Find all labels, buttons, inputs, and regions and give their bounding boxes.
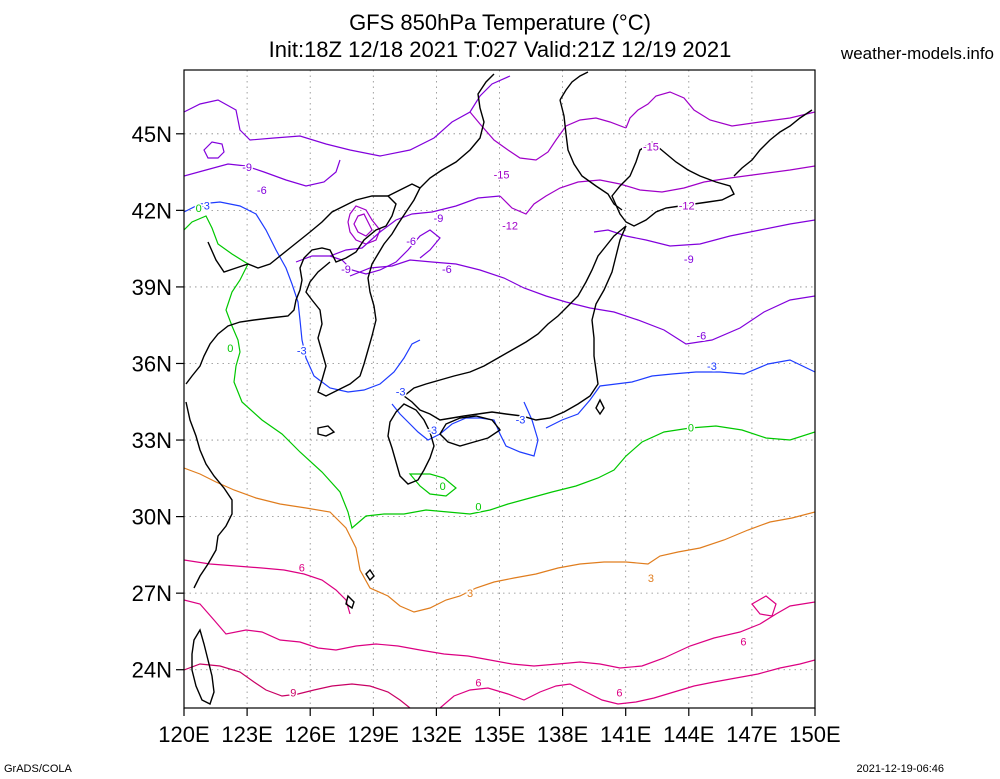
contour-label: -3 (707, 361, 717, 373)
lon-tick-label: 150E (789, 722, 840, 747)
contour-label: 0 (227, 343, 233, 355)
contour-label: -12 (679, 200, 695, 212)
contour-label: -6 (442, 264, 452, 276)
coast-korea (305, 183, 421, 397)
lat-tick-label: 30N (132, 505, 172, 530)
software-credit: GrADS/COLA (4, 763, 72, 775)
lon-tick-label: 126E (285, 722, 336, 747)
contour-zero-west (184, 215, 815, 530)
lon-tick-label: 141E (600, 722, 651, 747)
contour-label: 6 (299, 563, 305, 575)
lon-tick-label: 138E (537, 722, 588, 747)
coast-taiwan (191, 628, 215, 705)
contour-label: -9 (434, 213, 444, 225)
coast-china (185, 195, 397, 385)
contour-minus12-korea (347, 205, 381, 245)
contour-label: -9 (341, 264, 351, 276)
contour-plus6-east (751, 595, 777, 617)
contour-plus9 (184, 663, 411, 708)
render-timestamp: 2021-12-19-06:46 (856, 763, 944, 775)
contour-zero-kyushu (408, 473, 457, 497)
coast-amami (365, 568, 375, 582)
contour-label: -12 (502, 221, 518, 233)
contour-label: 6 (740, 637, 746, 649)
lon-tick-label: 135E (474, 722, 525, 747)
lat-tick-label: 27N (132, 581, 172, 606)
lat-tick-label: 36N (132, 351, 172, 376)
contour-label: 6 (616, 688, 622, 700)
temperature-contours (184, 75, 815, 708)
contour-label: 9 (290, 688, 296, 700)
axis-ticks: 45N 42N 39N 36N 33N 30N 27N 24N 120E 123E 126E 129E… (132, 122, 841, 747)
lat-tick-label: 24N (132, 658, 172, 683)
contour-minus9-north (184, 75, 511, 157)
contour-label: -6 (697, 330, 707, 342)
lon-tick-label: 129E (348, 722, 399, 747)
lon-tick-label: 144E (663, 722, 714, 747)
contour-minus6-north (184, 159, 341, 187)
contour-label: -9 (242, 162, 252, 174)
coast-sakhalin (559, 99, 623, 211)
contour-label: 0 (475, 501, 481, 513)
contour-minus9-east (593, 219, 815, 247)
lon-tick-label: 132E (411, 722, 462, 747)
contour-labels: -15 -15 -12 -12 -9 -9 -9 -9 -6 -6 -6 -6 -3 -3 -3 -3 -3 -3… (194, 140, 748, 701)
coast-russia (419, 73, 495, 189)
contour-label: 3 (648, 573, 654, 585)
coast-sakhalin-north (559, 71, 589, 101)
contour-minus9-mid (329, 195, 501, 257)
coast-izu (595, 398, 605, 416)
contour-minus3-east (545, 359, 815, 429)
lat-tick-label: 39N (132, 275, 172, 300)
coast-shikoku (439, 415, 502, 447)
contour-label: -3 (200, 200, 210, 212)
contour-minus15-west (469, 111, 627, 161)
contour-label: 0 (440, 481, 446, 493)
coast-hokkaido (611, 141, 735, 227)
lat-tick-label: 45N (132, 122, 172, 147)
lon-tick-label: 123E (221, 722, 272, 747)
map-title: GFS 850hPa Temperature (°C) (349, 10, 651, 35)
contour-label: -15 (494, 170, 510, 182)
contour-minus3-west (184, 201, 421, 393)
contour-label: -3 (427, 425, 437, 437)
contour-label: 0 (196, 203, 202, 215)
coast-jeju (317, 425, 336, 437)
lon-tick-label: 147E (726, 722, 777, 747)
coastlines (185, 71, 813, 705)
lat-tick-label: 42N (132, 198, 172, 223)
contour-minus6-mid (349, 259, 815, 345)
contour-label: -3 (297, 346, 307, 358)
contour-label: -6 (406, 236, 416, 248)
contour-minus3-kyushu (391, 401, 539, 457)
lat-tick-label: 33N (132, 428, 172, 453)
contour-label: 0 (688, 422, 694, 434)
contour-minus12-inner (353, 213, 373, 237)
contour-label: -9 (684, 254, 694, 266)
contour-label: -6 (257, 185, 267, 197)
contour-minus15 (625, 91, 815, 129)
coast-kurils (733, 109, 813, 177)
contour-minus12 (499, 165, 815, 215)
contour-plus6-south (184, 599, 815, 669)
contour-plus6-bottom (439, 659, 815, 708)
lat-lon-grid (184, 70, 815, 708)
contour-label: -3 (396, 387, 406, 399)
contour-minus9-loop (203, 141, 225, 159)
contour-label: -3 (516, 415, 526, 427)
contour-label: -15 (643, 142, 659, 154)
contour-plus6-west (184, 559, 351, 615)
coast-honshu (402, 225, 627, 421)
contour-label: 3 (467, 588, 473, 600)
contour-plus3 (184, 467, 815, 613)
coast-okinawa (345, 594, 355, 610)
map-subtitle: Init:18Z 12/18 2021 T:027 Valid:21Z 12/1… (268, 37, 732, 62)
coast-china-south (185, 401, 233, 589)
contour-label: 6 (475, 677, 481, 689)
lon-tick-label: 120E (158, 722, 209, 747)
site-credit[interactable]: weather-models.info (840, 44, 994, 63)
coast-kyushu (387, 403, 435, 485)
